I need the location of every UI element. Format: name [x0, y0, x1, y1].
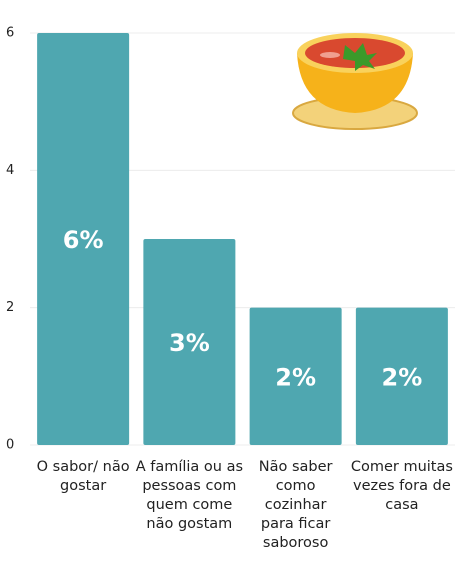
y-tick-label: 0: [6, 438, 14, 453]
bar: [249, 307, 342, 445]
bar: [143, 239, 236, 445]
value-label: 2%: [382, 363, 423, 391]
x-tick-label: O sabor/ não gostar: [36, 459, 130, 494]
bar: [37, 33, 130, 445]
value-label: 2%: [275, 363, 316, 391]
soup-illustration: [292, 33, 418, 130]
y-tick-label: 6: [6, 26, 14, 41]
bar: [355, 307, 448, 445]
x-tick-label: Comer muitas vezes fora de casa: [350, 459, 453, 513]
value-label: 6%: [63, 226, 104, 254]
y-tick-label: 2: [6, 300, 14, 315]
x-tick-label: A família ou as pessoas com quem come nã…: [135, 459, 244, 532]
y-tick-label: 4: [6, 163, 14, 178]
x-tick-label: Não saber como cozinhar para ficar sabor…: [258, 459, 333, 551]
value-label: 3%: [169, 329, 210, 357]
